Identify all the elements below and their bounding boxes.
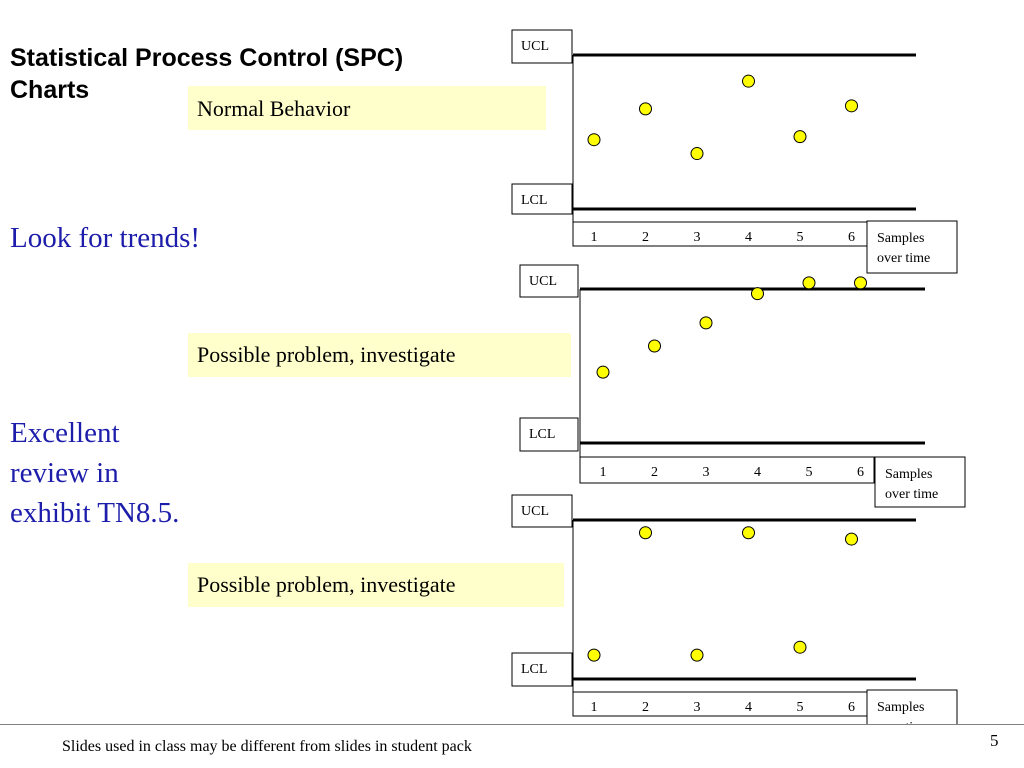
chart-normal-behavior: UCL LCL 1 2 3 4 5 6 Samples over time	[511, 29, 958, 274]
x-tick-label: 3	[694, 230, 701, 245]
ucl-box	[519, 264, 579, 298]
x-axis-label-line: over time	[877, 251, 930, 266]
x-axis-label-line: over time	[877, 720, 930, 724]
chart-alternating-extremes: UCL LCL 1 2 3 4 5 6 Samples over time	[511, 494, 958, 724]
lcl-label: LCL	[529, 427, 555, 442]
lcl-label: LCL	[521, 193, 547, 208]
x-tick-box	[579, 456, 875, 484]
x-axis-label-box	[866, 220, 958, 274]
spc-charts: UCL LCL 1 2 3 4 5 6 Samples over time UCL LCL 1 2 3 4 5…	[511, 29, 966, 724]
data-point	[596, 365, 610, 379]
footer-text: Slides used in class may be different fr…	[62, 738, 472, 755]
x-tick-label: 3	[694, 700, 701, 715]
ucl-box	[511, 29, 573, 64]
lcl-box	[511, 652, 573, 687]
data-point	[793, 640, 807, 654]
x-axis-label: Samples over time	[885, 467, 938, 502]
x-axis-label: Samples over time	[877, 700, 930, 724]
x-axis-label-box	[866, 689, 958, 724]
data-point	[793, 130, 807, 144]
data-point	[742, 74, 755, 88]
x-axis-label-line: Samples	[885, 467, 932, 482]
x-tick-label: 1	[600, 465, 607, 480]
data-point	[648, 339, 661, 353]
x-axis-label-line: Samples	[877, 700, 924, 715]
chart-trend-up: UCL LCL 1 2 3 4 5 6 Samples over time	[519, 264, 966, 508]
data-point	[587, 133, 601, 147]
page-number: 5	[990, 731, 999, 750]
x-tick-label: 6	[857, 465, 864, 480]
chart-2-label: Possible problem, investigate	[188, 333, 571, 377]
x-tick-label: 2	[642, 230, 649, 245]
lcl-box	[519, 417, 579, 452]
x-tick-label: 2	[642, 700, 649, 715]
x-axis-label: Samples over time	[877, 231, 930, 266]
ucl-label: UCL	[521, 39, 549, 54]
x-tick-box	[572, 221, 868, 247]
x-tick-label: 4	[745, 700, 752, 715]
x-tick-label: 5	[797, 700, 804, 715]
x-tick-label: 5	[797, 230, 804, 245]
data-point	[854, 276, 867, 290]
chart-1-label: Normal Behavior	[188, 86, 546, 130]
x-tick-label: 6	[848, 230, 855, 245]
x-tick-label: 4	[745, 230, 752, 245]
data-point	[802, 276, 816, 290]
ucl-label: UCL	[521, 504, 549, 519]
x-tick-label: 6	[848, 700, 855, 715]
data-point	[751, 287, 764, 301]
x-tick-label: 2	[651, 465, 658, 480]
x-axis-label-box	[874, 456, 966, 508]
data-point	[742, 526, 755, 540]
data-point	[845, 532, 858, 546]
x-tick-label: 3	[703, 465, 710, 480]
x-tick-label: 5	[806, 465, 813, 480]
data-point	[690, 648, 704, 662]
trends-note: Look for trends!	[10, 222, 201, 254]
x-tick-label: 4	[754, 465, 761, 480]
data-point	[690, 147, 704, 161]
slide-title: Statistical Process Control (SPC) Charts	[10, 44, 404, 104]
data-point	[587, 648, 601, 662]
data-point	[639, 102, 652, 116]
data-point	[699, 316, 713, 330]
x-axis-label-line: Samples	[877, 231, 924, 246]
ucl-box	[511, 494, 573, 528]
ucl-label: UCL	[529, 274, 557, 289]
lcl-box	[511, 183, 573, 215]
chart-3-label: Possible problem, investigate	[188, 563, 564, 607]
x-axis-label-line: over time	[885, 487, 938, 502]
lcl-label: LCL	[521, 662, 547, 677]
footer-divider	[0, 724, 1024, 725]
x-tick-label: 1	[591, 700, 598, 715]
review-note: Excellent review in exhibit TN8.5.	[10, 417, 180, 529]
data-point	[845, 99, 858, 113]
x-tick-box	[572, 691, 868, 717]
data-point	[639, 526, 652, 540]
x-tick-label: 1	[591, 230, 598, 245]
